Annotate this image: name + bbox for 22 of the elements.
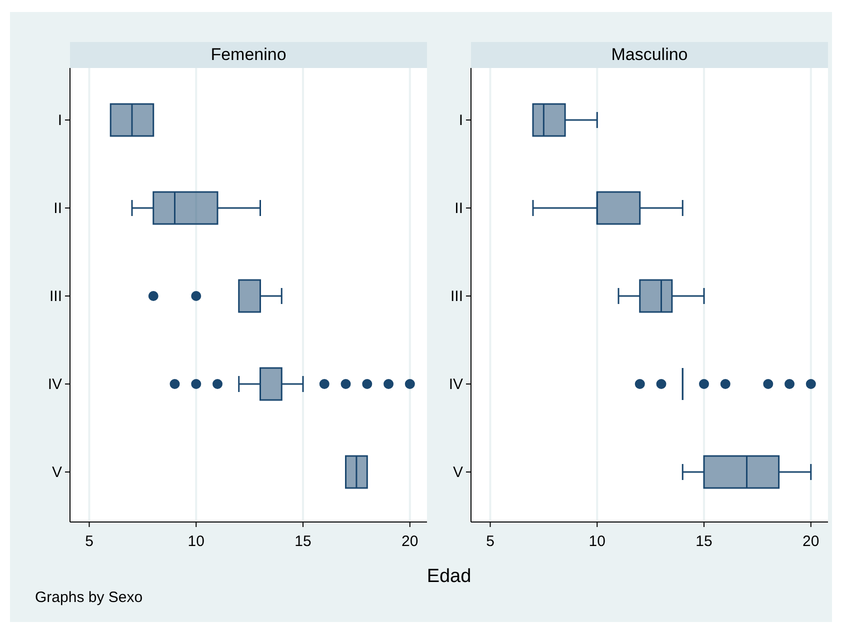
- x-axis-title: Edad: [426, 566, 472, 587]
- y-tick-label: V: [52, 464, 62, 481]
- x-tick-label: 20: [402, 533, 418, 550]
- y-tick-label: II: [54, 200, 62, 217]
- y-tick-label: IV: [48, 376, 62, 393]
- chart-title: Masculino: [611, 45, 688, 64]
- x-tick-label: 5: [85, 533, 94, 550]
- y-tick-label: IV: [448, 376, 463, 393]
- text: Graphs by Sexo: [35, 589, 143, 606]
- x-tick-label: 10: [188, 533, 204, 550]
- y-tick-label: I: [458, 112, 463, 129]
- x-tick-label: 10: [588, 533, 606, 550]
- y-tick-label: III: [49, 288, 62, 305]
- chart-title: Femenino: [210, 45, 286, 64]
- x-tick-label: 15: [294, 533, 312, 550]
- x-tick-label: 5: [486, 533, 494, 550]
- x-tick-label: 20: [802, 533, 820, 550]
- y-tick-label: III: [450, 288, 463, 305]
- y-tick-label: I: [58, 112, 62, 129]
- y-tick-label: II: [454, 200, 463, 217]
- x-tick-label: 15: [696, 533, 712, 550]
- y-tick-label: V: [452, 464, 463, 481]
